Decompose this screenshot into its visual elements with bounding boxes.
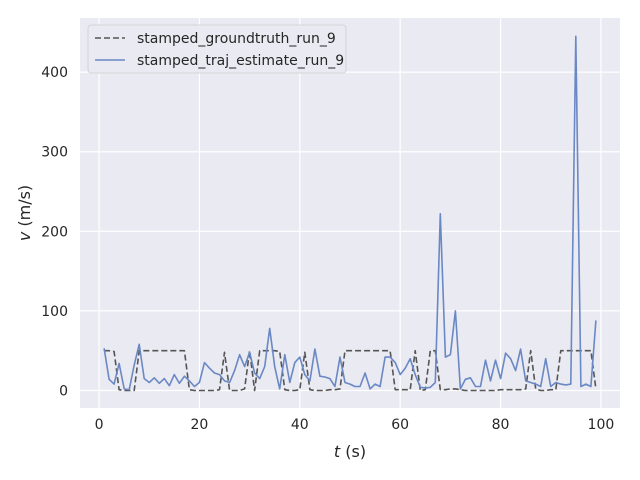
y-axis-label: v (m/s) (15, 185, 34, 241)
x-tick-label: 0 (95, 417, 104, 433)
x-axis-label: t (s) (334, 442, 366, 461)
y-tick-label: 200 (41, 224, 68, 240)
plot-background (80, 18, 620, 408)
series-line-estimate (103, 35, 597, 391)
y-tick-label: 100 (41, 304, 68, 320)
y-tick-labels: 0 100 200 300 400 (41, 65, 68, 399)
x-tick-label: 80 (492, 417, 510, 433)
y-axis-label-unit: (m/s) (15, 185, 34, 232)
y-tick-label: 0 (59, 383, 68, 399)
x-tick-label: 60 (391, 417, 409, 433)
x-tick-label: 100 (588, 417, 615, 433)
x-tick-label: 40 (291, 417, 309, 433)
series-line-groundtruth (104, 349, 597, 392)
y-tick-label: 300 (41, 145, 68, 161)
x-tick-label: 20 (191, 417, 209, 433)
x-axis-label-var: t (334, 442, 341, 461)
legend-label-groundtruth: stamped_groundtruth_run_9 (137, 31, 336, 47)
legend-label-estimate: stamped_traj_estimate_run_9 (137, 53, 344, 69)
y-tick-label: 400 (41, 65, 68, 81)
series-group (103, 35, 597, 392)
x-tick-labels: 0 20 40 60 80 100 (95, 417, 615, 433)
legend-box (87, 24, 347, 74)
x-axis-label-unit: (s) (340, 442, 366, 461)
legend: stamped_groundtruth_run_9 stamped_traj_e… (87, 24, 347, 74)
y-axis-label-var: v (15, 231, 34, 241)
